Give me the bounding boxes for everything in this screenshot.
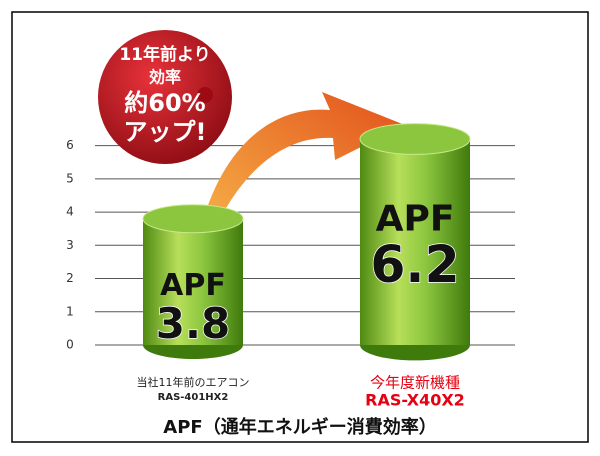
x-tick-label: RAS-401HX2 [158, 392, 229, 403]
y-tick-label: 6 [66, 138, 74, 152]
badge-text: アップ! [124, 118, 207, 146]
bar-cap [143, 205, 243, 233]
frame [12, 12, 588, 442]
y-tick-label: 0 [66, 338, 74, 352]
badge-text: 約60% [124, 89, 205, 117]
value-label: 3.8 [156, 299, 230, 348]
x-tick-label: 今年度新機種 [370, 374, 460, 392]
y-tick-label: 1 [66, 304, 74, 318]
y-tick-label: 2 [66, 271, 74, 285]
chart: 0123456 APF3.8当社11年前のエアコンRAS-401HX2APF6.… [0, 0, 600, 452]
bar-label: APF [160, 268, 226, 303]
bar-cap [360, 124, 470, 155]
x-tick-label: 当社11年前のエアコン [137, 375, 250, 389]
badge-text: 効率 [149, 68, 181, 87]
x-tick-label: RAS-X40X2 [365, 391, 465, 410]
value-label: 6.2 [370, 235, 459, 294]
y-tick-label: 5 [66, 171, 74, 185]
badge-text: 11年前より [119, 44, 210, 65]
chart-title: APF（通年エネルギー消費効率） [163, 416, 436, 438]
y-tick-label: 3 [66, 238, 74, 252]
page: 0123456 APF3.8当社11年前のエアコンRAS-401HX2APF6.… [0, 0, 600, 456]
y-tick-label: 4 [66, 205, 74, 219]
bar-label: APF [376, 199, 455, 240]
